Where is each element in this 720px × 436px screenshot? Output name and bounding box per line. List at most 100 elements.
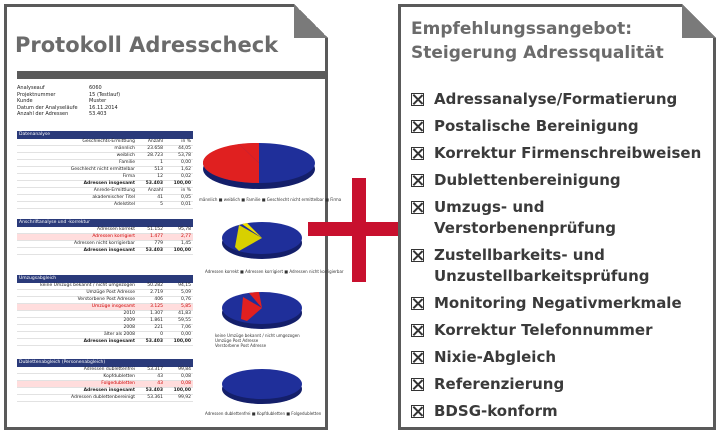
pie-chart-address (222, 222, 302, 259)
meta-row: Analyseauf 6060 (17, 85, 120, 92)
table-cell: Geschlecht nicht ermittelbar (70, 167, 135, 172)
table-cell: 100,00 (173, 248, 191, 253)
checkbox-checked-icon (411, 405, 424, 418)
table-cell: 53.317 (147, 367, 163, 372)
table-row: Geschlechts-Ermittlung Anzahl in % (17, 139, 193, 146)
table-cell: 53.403 (145, 388, 163, 393)
meta-value: 53.403 (89, 111, 107, 117)
legend-relocation: keine Umzüge bekannt / nicht umgezogen U… (215, 333, 300, 348)
plus-sign-horizontal (308, 222, 408, 236)
table-cell: 95,78 (178, 227, 191, 232)
table-cell: Adressen dublettenbereinigt (71, 395, 135, 400)
offer-checklist: Adressanalyse/Formatierung Postalische Be… (411, 89, 701, 428)
table-cell: 7,06 (180, 325, 191, 330)
table-cell: 0,08 (180, 381, 191, 386)
table-cell: 100,00 (173, 339, 191, 344)
table-row: Kopfdubletten 43 0,08 (17, 374, 193, 381)
table-row: 2009 1.861 59,55 (17, 318, 193, 325)
checklist-item: Monitoring Negativmerkmale (411, 293, 701, 314)
table-row: älter als 2008 0 0,00 (17, 332, 193, 339)
table-cell: 50.282 (147, 283, 163, 288)
table-header: Umzugsabgleich (17, 275, 193, 283)
table-cell: 513 (154, 167, 163, 172)
table-cell: 0,76 (180, 297, 191, 302)
table-cell: Adressen korrekt (97, 227, 135, 232)
checkbox-checked-icon (411, 147, 424, 160)
table-cell: Verstorbene Post Adresse (77, 297, 135, 302)
meta-value: 15 (Testlauf) (89, 91, 121, 98)
legend-address: Adressen korrekt ■ Adressen korrigiert ■… (205, 269, 344, 274)
table-row: Familie 1 0,00 (17, 160, 193, 167)
table-row: Adressen dublettenbereinigt 53.361 99,92 (17, 395, 193, 402)
offer-title-line1: Empfehlungssangebot: (411, 19, 633, 39)
table-cell: 53.403 (145, 248, 163, 253)
table-cell: Adelstitel (113, 202, 135, 207)
protocol-meta: Analyseauf 6060 Projektnummer 15 (Testlauf)… (17, 85, 120, 118)
table-cell: 0,02 (180, 174, 191, 179)
meta-key: Kunde (17, 98, 33, 104)
table-row: Adressen insgesamt 53.403 100,00 (17, 181, 193, 188)
analysis-table: Anschriftanalyse und -korrektur Adressen … (17, 219, 193, 255)
table-row: 2010 1.307 41,83 (17, 311, 193, 318)
checklist-item-label: Umzugs- und Verstorbenenprüfung (434, 198, 617, 237)
table-cell: 406 (154, 297, 163, 302)
checkbox-checked-icon (411, 120, 424, 133)
checkbox-checked-icon (411, 174, 424, 187)
table-cell: älter als 2008 (103, 332, 135, 337)
table-cell: 0,00 (180, 332, 191, 337)
table-cell: Geschlechts-Ermittlung (82, 139, 135, 144)
checklist-item-label: Postalische Bereinigung (434, 117, 639, 135)
table-row: Firma 12 0,02 (17, 174, 193, 181)
table-row: Geschlecht nicht ermittelbar 513 1,62 (17, 167, 193, 174)
checkbox-checked-icon (411, 351, 424, 364)
page-fold-corner (682, 4, 716, 38)
table-cell: männlich (114, 146, 135, 151)
offer-title-line2: Steigerung Adressqualität (411, 43, 664, 63)
offer-title: Empfehlungssangebot: Steigerung Adressqu… (411, 17, 664, 65)
table-row: männlich 23.658 44,05 (17, 146, 193, 153)
table-cell: 100,00 (173, 181, 191, 186)
table-cell: 53.403 (145, 181, 163, 186)
table-cell: Adressen korrigiert (92, 234, 135, 239)
table-row: Anrede-Ermittlung Anzahl in % (17, 188, 193, 195)
checklist-item-label: Monitoring Negativmerkmale (434, 294, 682, 312)
table-cell: 28.723 (147, 153, 163, 158)
table-cell: 2,77 (180, 234, 191, 239)
table-cell: 0,01 (180, 202, 191, 207)
checklist-item: Nixie-Abgleich (411, 347, 701, 368)
checklist-item: Umzugs- und Verstorbenenprüfung (411, 197, 701, 239)
analysis-table: Umzugsabgleich keine Umzugs bekannt / nic… (17, 275, 193, 346)
legend-duplicates: Adressen dublettenfrei ■ Kopfdubletten ■… (205, 411, 322, 416)
table-cell: Adressen insgesamt (83, 388, 135, 393)
table-cell: Adressen nicht korrigierbar (74, 241, 135, 246)
table-header: Anschriftanalyse und -korrektur (17, 219, 193, 227)
meta-key: Analyseauf (17, 85, 45, 91)
page-fold-corner (294, 4, 328, 38)
checklist-item: Dublettenbereinigung (411, 170, 701, 191)
checkbox-checked-icon (411, 249, 424, 262)
table-row: Adelstitel 5 0,01 (17, 202, 193, 209)
table-cell: 0,05 (180, 195, 191, 200)
table-cell: 2008 (123, 325, 135, 330)
table-cell: 1,45 (180, 241, 191, 246)
table-cell: 1.307 (150, 311, 163, 316)
meta-value: 16.11.2014 (89, 104, 118, 111)
table-cell: 2009 (123, 318, 135, 323)
checklist-item: Korrektur Firmenschreibweisen (411, 143, 701, 164)
table-row: Adressen dublettenfrei 53.317 99,84 (17, 367, 193, 374)
table-row: Adressen korrigiert 1.477 2,77 (17, 234, 193, 241)
table-cell: 1.477 (150, 234, 163, 239)
analysis-table: Datenanalyse Geschlechts-Ermittlung Anzahl… (17, 131, 193, 209)
table-cell: weiblich (116, 153, 135, 158)
table-row: Adressen nicht korrigierbar 779 1,45 (17, 241, 193, 248)
table-header: Datenanalyse (17, 131, 193, 139)
legend-gender: männlich ■ weiblich ■ Familie ■ Geschlec… (199, 197, 342, 202)
checklist-item-label: BDSG-konform (434, 402, 558, 420)
table-cell: 1 (160, 160, 163, 165)
meta-key: Datum der Analyseläufe (17, 104, 78, 111)
table-cell: 94,15 (178, 283, 191, 288)
table-cell: Familie (119, 160, 135, 165)
table-cell: Adressen dublettenfrei (83, 367, 135, 372)
table-cell: Anrede-Ermittlung (93, 188, 135, 193)
checkbox-checked-icon (411, 201, 424, 214)
